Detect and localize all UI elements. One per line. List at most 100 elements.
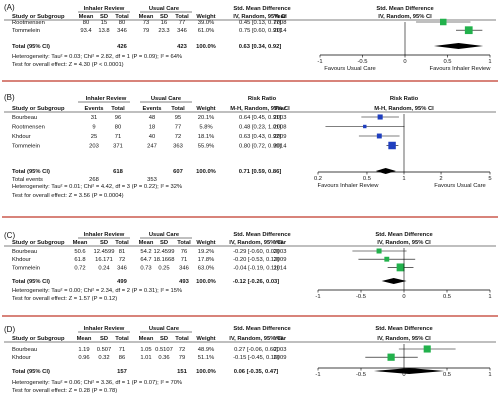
study-e-total: 96 xyxy=(115,115,121,121)
study-name: Bourbeau xyxy=(12,347,37,353)
total-label: Total (95% CI) xyxy=(12,369,50,375)
study-c-sd: 0.25 xyxy=(158,265,169,271)
overall-effect-text: Test for overall effect: Z = 0.28 (P = 0… xyxy=(12,388,117,394)
column-header: Study or Subgroup xyxy=(12,240,65,246)
column-header: SD xyxy=(100,14,108,20)
point-estimate-marker xyxy=(384,256,390,262)
x-tick-label: -1 xyxy=(315,294,320,300)
point-estimate-marker xyxy=(388,141,396,150)
study-ci-text: 0.48 [0.23, 1.01] xyxy=(239,125,281,131)
study-c-sd: 0.5107 xyxy=(155,347,173,353)
column-header: Study or Subgroup xyxy=(12,14,65,20)
point-estimate-marker xyxy=(376,248,382,254)
column-header: SD xyxy=(160,336,168,342)
x-tick-label: -1 xyxy=(317,59,322,65)
study-weight: 55.9% xyxy=(198,144,214,150)
study-ci-text: 0.27 [-0.06, 0.60] xyxy=(234,347,278,353)
total-ci-text: 0.71 [0.59, 0.86] xyxy=(239,169,282,175)
group-header-effect: Std. Mean Difference xyxy=(233,6,291,12)
group-header-effect: Risk Ratio xyxy=(248,96,277,102)
study-c-sd: 12.4599 xyxy=(154,249,175,255)
column-header: Study or Subgroup xyxy=(12,106,65,112)
column-header: IV, Random, 95% CI xyxy=(377,336,431,342)
point-estimate-marker xyxy=(376,133,382,139)
total-e-total: 618 xyxy=(113,169,123,175)
forest-panel-b: (B) Inhaler Review Usual Care Risk Ratio Ris… xyxy=(2,93,498,218)
study-e-mean: 1.19 xyxy=(78,347,89,353)
column-header: Year xyxy=(274,14,287,20)
study-row: Bourbeau 31 96 48 95 20.1% 0.64 [0.45, 0.91]20… xyxy=(12,114,399,121)
group-header-control: Usual Care xyxy=(149,326,180,332)
study-c-total: 95 xyxy=(175,115,181,121)
study-e-mean: 80 xyxy=(83,20,89,26)
study-e-sd: 0.32 xyxy=(98,355,109,361)
study-name: Bourbeau xyxy=(12,115,37,121)
study-weight: 5.8% xyxy=(199,125,212,131)
column-header: Mean xyxy=(73,240,88,246)
study-c-mean: 1.01 xyxy=(140,355,151,361)
group-header-control: Usual Care xyxy=(151,96,182,102)
study-weight: 17.8% xyxy=(198,257,214,263)
column-header: Events xyxy=(142,106,161,112)
study-year: 2014 xyxy=(274,144,288,150)
x-tick-label: -0.5 xyxy=(356,294,366,300)
column-header: Weight xyxy=(196,14,215,20)
pooled-diamond xyxy=(433,43,484,49)
column-header: SD xyxy=(100,240,108,246)
study-e-sd: 16.171 xyxy=(95,257,113,263)
x-tick-label: 1 xyxy=(488,59,491,65)
x-tick-label: 1 xyxy=(402,176,405,182)
total-weight: 100.0% xyxy=(196,279,216,285)
study-row: Rootmensen 9 80 18 77 5.8% 0.48 [0.23, 1.01]20… xyxy=(12,125,405,131)
study-row: Khdour 25 71 40 72 18.1% 0.63 [0.43, 0.92]2009 xyxy=(12,133,400,140)
study-e-total: 371 xyxy=(113,144,123,150)
study-row: Rootmensen 80 15 80 73 16 77 39.0% 0.45 [0.13, 0… xyxy=(12,18,471,26)
study-c-events: 247 xyxy=(147,144,157,150)
total-row: Total (95% CI) 618 607 100.0% 0.71 [0.59, 0.… xyxy=(12,168,396,175)
study-e-events: 9 xyxy=(92,125,95,131)
column-header: Total xyxy=(175,336,189,342)
study-e-sd: 0.24 xyxy=(98,265,110,271)
study-e-total: 81 xyxy=(119,249,125,255)
study-e-mean: 0.72 xyxy=(74,265,85,271)
column-header: SD xyxy=(160,240,168,246)
study-c-mean: 79 xyxy=(143,28,149,34)
study-e-sd: 13.8 xyxy=(98,28,109,34)
study-c-mean: 73 xyxy=(143,20,149,26)
group-header-experimental: Inhaler Review xyxy=(84,6,125,12)
total-c-total: 423 xyxy=(177,44,187,50)
study-e-mean: 61.8 xyxy=(74,257,85,263)
total-events-e: 268 xyxy=(89,177,99,183)
study-e-events: 203 xyxy=(89,144,99,150)
pooled-diamond xyxy=(373,368,445,374)
study-row: Tommelein 0.72 0.24 346 0.73 0.25 346 63.0% -0.0… xyxy=(12,263,414,271)
point-estimate-marker xyxy=(387,353,395,361)
study-c-total: 71 xyxy=(181,257,187,263)
total-label: Total (95% CI) xyxy=(12,169,50,175)
panel-label: (D) xyxy=(4,325,15,334)
favours-left-label: Favours Inhaler Review xyxy=(318,183,380,189)
panel-label: (B) xyxy=(4,93,15,102)
total-c-total: 607 xyxy=(173,169,183,175)
study-e-total: 80 xyxy=(119,20,125,26)
column-header: IV, Random, 95% CI xyxy=(229,336,283,342)
study-c-total: 346 xyxy=(177,28,187,34)
group-header-plot: Std. Mean Difference xyxy=(375,326,433,332)
study-year: 2009 xyxy=(274,355,287,361)
study-name: Khdour xyxy=(12,355,31,361)
column-header: Total xyxy=(171,106,185,112)
study-weight: 19.2% xyxy=(198,249,214,255)
column-header: M-H, Random, 95% CI xyxy=(230,106,290,112)
column-header: Total xyxy=(177,240,191,246)
column-header: Weight xyxy=(196,106,215,112)
total-row: Total (95% CI) 157 151 100.0% 0.06 [-0.35, 0… xyxy=(12,368,445,375)
column-header: SD xyxy=(100,336,108,342)
x-tick-label: 5 xyxy=(488,176,491,182)
column-header: Total xyxy=(111,106,125,112)
study-c-mean: 54.2 xyxy=(140,249,151,255)
study-ci-text: -0.29 [-0.60, 0.03] xyxy=(233,249,279,255)
pooled-diamond xyxy=(381,278,407,284)
column-header: M-H, Random, 95% CI xyxy=(374,106,434,112)
study-e-total: 346 xyxy=(117,265,127,271)
study-year: 2014 xyxy=(274,265,288,271)
